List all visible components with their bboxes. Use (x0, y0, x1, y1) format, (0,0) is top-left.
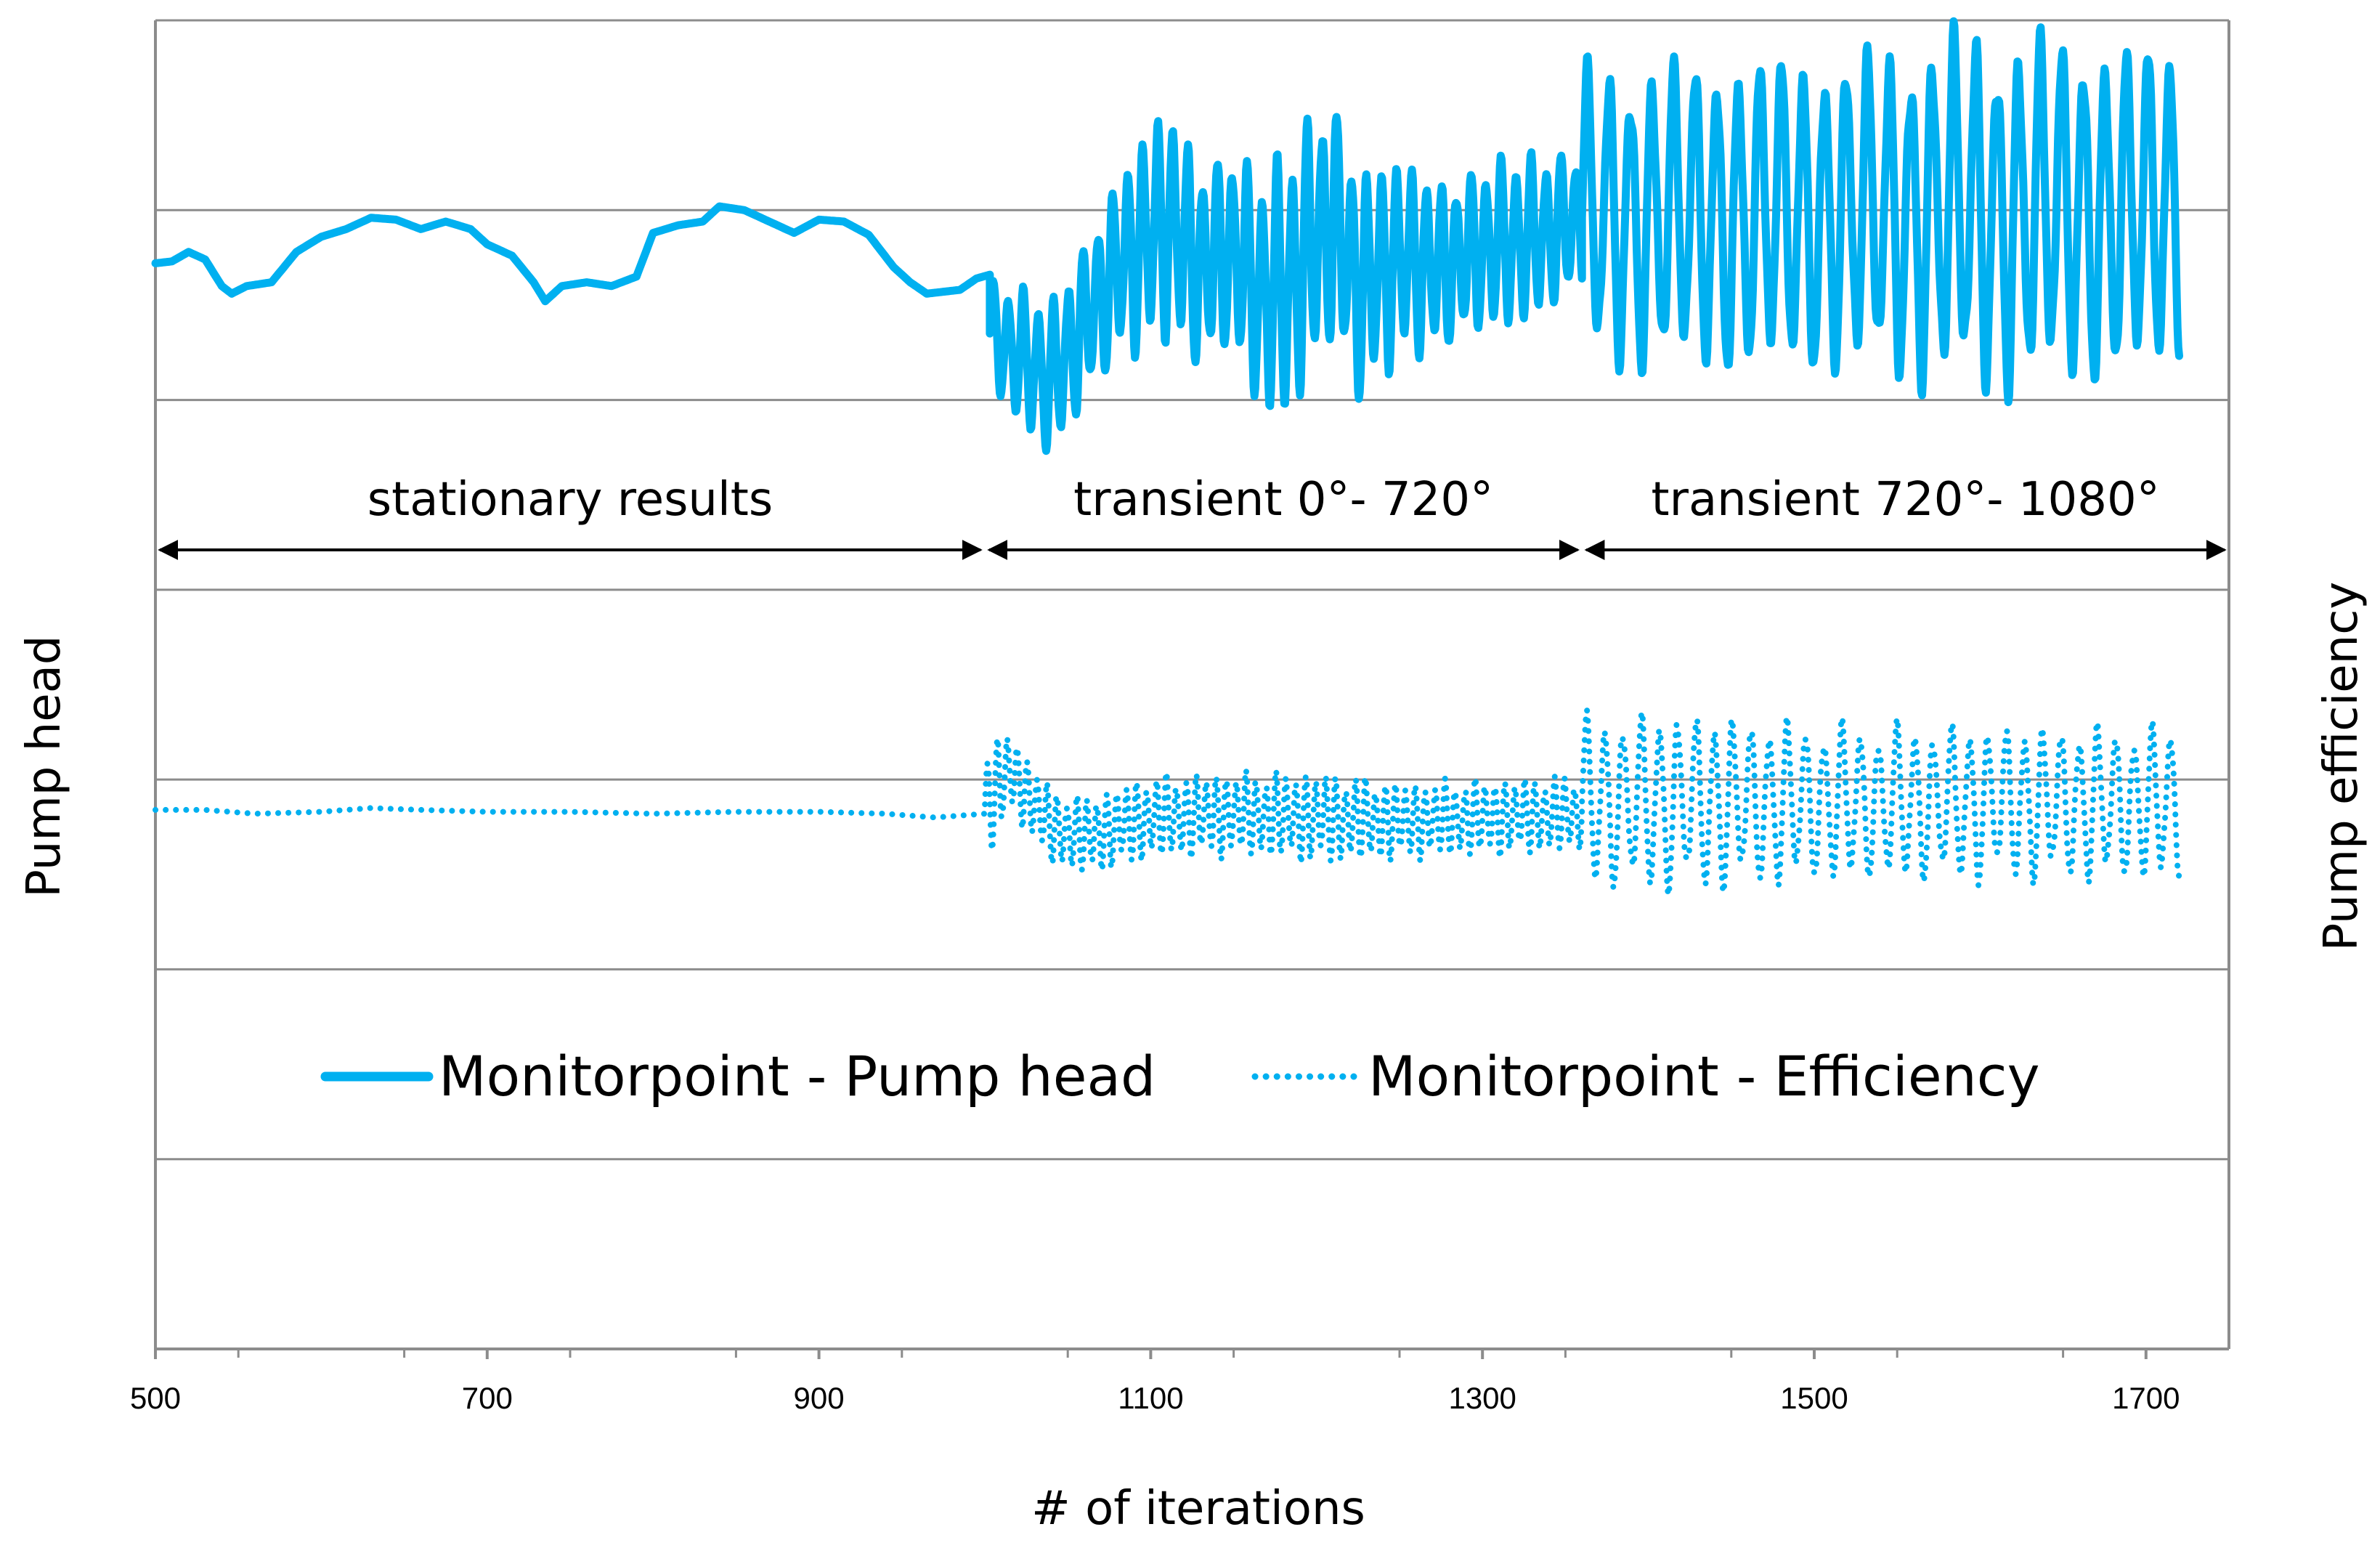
x-tick-label: 1500 (1780, 1381, 1848, 1415)
x-ticks: 500 700 900 1100 1300 1500 1700 (130, 1349, 2180, 1415)
x-axis-title: # of iterations (1031, 1482, 1365, 1536)
series-line-efficiency (153, 707, 2182, 899)
x-tick-label: 1100 (1118, 1381, 1183, 1415)
x-tick-label: 500 (130, 1381, 181, 1415)
annotations: stationary results transient 0°- 720° tran… (158, 473, 2227, 560)
x-tick-label: 1700 (2112, 1381, 2180, 1415)
annotation-label: transient 0°- 720° (1073, 473, 1493, 527)
annotation-label: stationary results (367, 473, 773, 527)
axes (154, 20, 2230, 1350)
left-y-axis-title: Pump head (17, 635, 71, 897)
series (151, 17, 2183, 899)
x-tick-label: 900 (794, 1381, 845, 1415)
x-tick-label: 1300 (1448, 1381, 1516, 1415)
legend-label-pump-head: Monitorpoint - Pump head (439, 1044, 1156, 1109)
legend: Monitorpoint - Pump head Monitorpoint - … (320, 1044, 2040, 1109)
right-y-axis-title: Pump efficiency (2315, 582, 2368, 952)
annotation-label: transient 720°- 1080° (1652, 473, 2160, 527)
legend-label-efficiency: Monitorpoint - Efficiency (1368, 1044, 2040, 1109)
x-tick-label: 700 (462, 1381, 513, 1415)
series-line-pump-head (151, 17, 2183, 455)
